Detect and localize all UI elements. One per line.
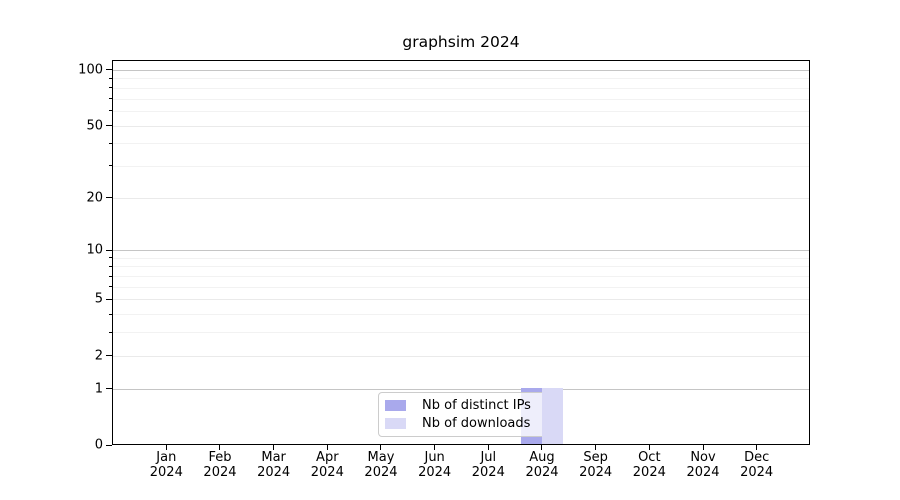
y-minor-tick-80 [109, 87, 112, 89]
x-tick-label-sep: Sep 2024 [579, 450, 613, 480]
y-minor-tick-70 [109, 98, 112, 100]
y-tick-20 [106, 197, 112, 199]
y-minor-tick-3 [109, 331, 112, 333]
legend-item-distinct-ips: Nb of distinct IPs [385, 397, 539, 415]
gridlines-layer [113, 61, 809, 444]
gridline-50 [113, 125, 809, 127]
y-tick-1 [106, 388, 112, 390]
gridline-minor [113, 332, 809, 334]
y-tick-label-10: 10 [86, 242, 103, 258]
x-tick-jul [487, 445, 489, 450]
y-tick-100 [106, 69, 112, 71]
x-tick-feb [219, 445, 221, 450]
plot-area: Nb of distinct IPs Nb of downloads [112, 60, 810, 445]
legend-swatch-distinct-ips-icon [385, 400, 406, 412]
y-tick-label-50: 50 [86, 118, 103, 133]
y-minor-tick-60 [109, 110, 112, 112]
x-tick-nov [702, 445, 704, 450]
gridline-minor [113, 78, 809, 80]
y-minor-tick-7 [109, 275, 112, 277]
x-tick-label-nov: Nov 2024 [686, 450, 720, 480]
y-minor-tick-40 [109, 142, 112, 144]
x-tick-label-aug: Aug 2024 [525, 450, 559, 480]
y-tick-0 [106, 444, 112, 446]
legend-label-downloads: Nb of downloads [422, 415, 531, 431]
x-tick-jun [434, 445, 436, 450]
y-minor-tick-30 [109, 165, 112, 167]
x-tick-label-mar: Mar 2024 [257, 450, 291, 480]
legend: Nb of distinct IPs Nb of downloads [378, 392, 546, 437]
gridline-minor [113, 257, 809, 259]
gridline-minor [113, 110, 809, 112]
y-minor-tick-4 [109, 313, 112, 315]
x-tick-jan [165, 445, 167, 450]
y-tick-label-5: 5 [94, 291, 103, 307]
y-tick-50 [106, 125, 112, 126]
y-tick-label-0: 0 [94, 437, 103, 453]
chart-title: graphsim 2024 [402, 33, 520, 51]
x-tick-label-feb: Feb 2024 [203, 450, 237, 480]
y-tick-2 [106, 355, 112, 357]
gridline-minor [113, 276, 809, 278]
gridline-minor [113, 314, 809, 316]
x-tick-sep [595, 445, 597, 450]
bar-downloads-aug [541, 387, 564, 444]
x-tick-apr [326, 445, 328, 450]
gridline-1 [113, 388, 809, 390]
x-tick-label-apr: Apr 2024 [310, 450, 344, 480]
y-minor-tick-6 [109, 286, 112, 288]
gridline-minor [113, 165, 809, 167]
x-tick-label-may: May 2024 [364, 450, 398, 480]
x-tick-may [380, 445, 382, 450]
gridline-20 [113, 197, 809, 199]
y-tick-label-1: 1 [94, 381, 103, 397]
x-tick-label-dec: Dec 2024 [740, 450, 774, 480]
gridline-minor [113, 286, 809, 288]
x-tick-label-oct: Oct 2024 [632, 450, 666, 480]
gridline-minor [113, 87, 809, 89]
legend-swatch-downloads-icon [385, 417, 406, 429]
gridline-minor [113, 266, 809, 268]
x-tick-oct [648, 445, 650, 450]
x-tick-label-jan: Jan 2024 [149, 450, 183, 480]
legend-item-downloads: Nb of downloads [385, 415, 539, 433]
y-tick-10 [106, 249, 112, 251]
y-minor-tick-9 [109, 257, 112, 259]
gridline-10 [113, 250, 809, 252]
y-tick-label-100: 100 [78, 62, 103, 78]
gridline-5 [113, 299, 809, 301]
y-tick-label-20: 20 [86, 190, 103, 206]
y-tick-5 [106, 298, 112, 300]
x-tick-aug [541, 445, 543, 450]
y-minor-tick-8 [109, 265, 112, 267]
x-tick-mar [273, 445, 275, 450]
legend-label-distinct-ips: Nb of distinct IPs [422, 398, 531, 414]
x-tick-label-jun: Jun 2024 [418, 450, 452, 480]
gridline-2 [113, 355, 809, 357]
x-tick-label-jul: Jul 2024 [471, 450, 505, 480]
x-tick-dec [756, 445, 758, 450]
y-tick-label-2: 2 [94, 348, 103, 364]
y-minor-tick-90 [109, 77, 112, 79]
bars-downloads-layer [113, 61, 809, 444]
gridline-100 [113, 69, 809, 71]
gridline-minor [113, 143, 809, 145]
gridline-minor [113, 98, 809, 100]
